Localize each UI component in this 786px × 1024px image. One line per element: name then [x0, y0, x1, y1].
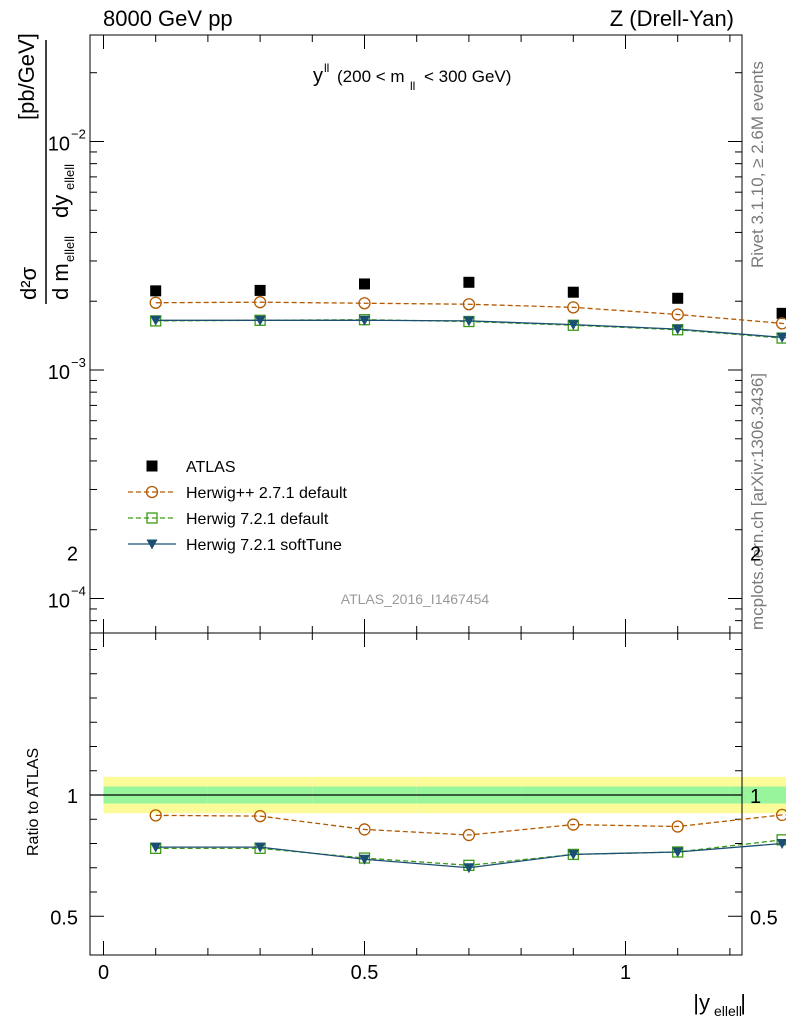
ratio-point	[776, 839, 786, 849]
data-point	[567, 286, 579, 298]
data-point	[253, 296, 267, 309]
ratio-point	[463, 863, 475, 874]
series-line	[155, 319, 786, 340]
x-axis-label-sub: ellell	[714, 1003, 742, 1019]
ratio-plot-frame	[89, 632, 743, 956]
legend-label: Herwig 7.2.1 default	[186, 511, 329, 528]
legend-marker	[146, 539, 158, 550]
y-tick-label-exp: −3	[71, 355, 86, 370]
legend-label: Herwig 7.2.1 softTune	[186, 537, 342, 554]
x-tick-label: 0	[98, 962, 109, 984]
plot-title-range2: < 300 GeV)	[424, 67, 511, 86]
ratio-point	[254, 842, 266, 853]
ratio-point	[672, 847, 684, 858]
y-tick-label-exp: −4	[71, 584, 86, 599]
data-point	[671, 308, 684, 321]
data-point	[359, 315, 370, 326]
y-tick-label-exp: −2	[71, 127, 86, 142]
data-point	[463, 316, 475, 327]
data-point	[672, 292, 684, 304]
y-axis-label-den-sub: ellell	[62, 236, 77, 262]
ratio-point	[358, 823, 371, 836]
data-point	[672, 324, 684, 335]
data-point	[776, 307, 786, 319]
ratio-y-tick-label-right: 1	[750, 786, 761, 808]
header-left: 8000 GeV pp	[103, 6, 233, 31]
ratio-point	[775, 808, 786, 822]
ratio-series-line	[155, 839, 786, 866]
ratio-y-tick-label-right: 0.5	[750, 907, 778, 929]
data-point	[775, 317, 786, 330]
y-tick-label: 10	[48, 362, 70, 384]
data-point	[567, 320, 579, 331]
ratio-point	[359, 854, 370, 865]
legend-marker	[145, 485, 159, 499]
data-point	[150, 315, 162, 326]
plot-title-sub: ll	[410, 79, 415, 93]
data-point	[150, 285, 162, 297]
uncertainty-band-inner	[729, 786, 786, 804]
ratio-point	[462, 828, 476, 842]
ratio-series-line	[155, 814, 786, 836]
y-axis-label-dy: dy	[48, 195, 73, 218]
plot-title-y: y	[313, 65, 323, 87]
data-point	[567, 301, 580, 314]
data-point	[776, 332, 786, 343]
ratio-point	[567, 818, 580, 831]
x-tick-label: 1	[620, 962, 631, 984]
ratio-y-label: Ratio to ATLAS	[25, 748, 42, 856]
analysis-watermark: ATLAS_2016_I1467454	[341, 591, 490, 607]
y-axis-label-dy-sub: ellell	[62, 164, 77, 190]
y-tick-label: 10	[48, 134, 70, 156]
data-point	[254, 284, 266, 296]
data-point	[463, 276, 475, 288]
plot-title-sup: ll	[324, 61, 329, 75]
ratio-point	[149, 809, 162, 822]
legend-label: ATLAS	[186, 459, 236, 476]
ratio-point	[150, 842, 162, 853]
legend-marker	[146, 460, 158, 472]
ratio-y-tick-label-right: 2	[750, 544, 761, 566]
ratio-y-tick-label: 1	[67, 786, 78, 808]
y-axis-label-num: d²σ	[16, 266, 41, 300]
ratio-point	[671, 820, 684, 833]
ratio-point	[253, 809, 267, 823]
header-right: Z (Drell-Yan)	[609, 6, 734, 31]
plot-title-range: (200 < m	[337, 67, 405, 86]
y-tick-label: 10	[48, 591, 70, 613]
data-point	[359, 278, 370, 290]
x-axis-label-bar: |	[740, 990, 746, 1015]
x-tick-label: 0.5	[351, 962, 379, 984]
x-axis-label: |y	[693, 990, 710, 1015]
legend-label: Herwig++ 2.7.1 default	[186, 485, 348, 502]
ratio-y-tick-label: 0.5	[50, 907, 78, 929]
data-point	[358, 297, 371, 310]
data-point	[462, 298, 476, 311]
ratio-y-tick-label: 2	[67, 544, 78, 566]
series-line	[155, 319, 786, 339]
ratio-point	[567, 849, 579, 860]
ratio-y-label-text: Ratio to ATLAS	[25, 748, 42, 856]
y-axis-label-unit: [pb/GeV]	[14, 33, 39, 120]
y-axis-label-den: d m	[48, 263, 73, 300]
legend-marker	[146, 512, 158, 524]
ratio-series-line	[155, 842, 786, 869]
data-point	[149, 296, 162, 309]
data-point	[254, 315, 266, 326]
